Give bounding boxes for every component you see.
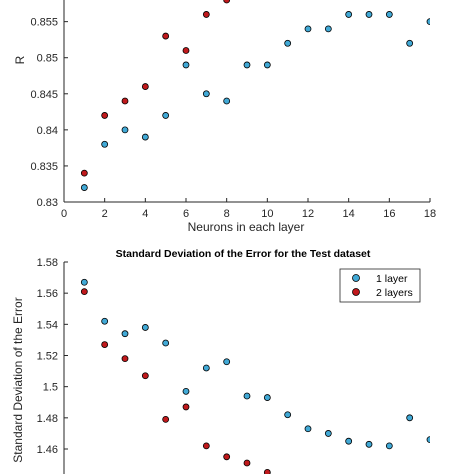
x-ticks: 0 2 4 6 8 10 12 14 16 18: [61, 198, 436, 220]
point-1-layer: [80, 184, 88, 191]
y-tick-label: 1.52: [37, 351, 58, 363]
point-1-layer: [162, 112, 170, 119]
y-tick-label: 0.83: [37, 197, 58, 209]
point-1-layer: [365, 440, 373, 448]
x-tick-label: 16: [383, 208, 395, 220]
point-2-layers: [223, 0, 231, 4]
point-2-layers: [263, 468, 271, 474]
point-1-layer: [426, 436, 430, 444]
x-tick-label: 12: [302, 208, 314, 220]
point-1-layer: [406, 39, 414, 47]
point-2-layers: [141, 372, 149, 380]
point-2-layers: [182, 403, 190, 411]
point-2-layers: [141, 83, 149, 90]
point-1-layer: [284, 39, 292, 47]
y-tick-label: 0.84: [37, 125, 58, 137]
point-2-layers: [202, 442, 210, 450]
legend-marker-2-layers: [352, 288, 360, 296]
point-1-layer: [141, 133, 149, 141]
point-2-layers: [182, 47, 190, 54]
point-1-layer: [324, 430, 332, 437]
point-1-layer: [243, 392, 251, 400]
y-tick-label: 1.56: [37, 288, 58, 300]
point-1-layer: [182, 61, 190, 69]
point-1-layer: [80, 278, 88, 286]
y-axis-label: R: [13, 55, 27, 64]
chart-title: Standard Deviation of the Error for the …: [116, 248, 371, 260]
point-1-layer: [304, 25, 312, 33]
x-tick-label: 4: [142, 208, 148, 220]
y-tick-label: 1.5: [43, 382, 58, 394]
point-1-layer: [243, 61, 251, 69]
point-1-layer: [223, 97, 231, 105]
point-2-layers: [80, 288, 88, 296]
point-1-layer: [121, 330, 129, 338]
y-tick-label: 0.845: [30, 89, 58, 101]
x-axis-label: Neurons in each layer: [188, 220, 305, 234]
point-2-layers: [121, 97, 129, 105]
x-tick-label: 2: [102, 208, 108, 220]
point-1-layer: [101, 317, 109, 325]
y-tick-label: 1.46: [37, 444, 58, 456]
point-1-layer: [426, 18, 430, 26]
x-tick-label: 8: [224, 208, 230, 220]
y-tick-label: 0.855: [30, 17, 58, 29]
point-1-layer: [202, 90, 210, 98]
legend: 1 layer 2 layers: [339, 268, 421, 303]
point-1-layer: [365, 11, 373, 18]
legend-label-1-layer: 1 layer: [376, 273, 408, 285]
point-1-layer: [385, 11, 393, 18]
point-1-layer: [345, 11, 353, 18]
point-1-layer: [223, 358, 231, 366]
point-2-layers: [162, 415, 170, 423]
point-1-layer: [101, 140, 109, 148]
point-2-layers: [101, 341, 109, 348]
point-1-layer: [324, 25, 332, 33]
point-1-layer: [345, 437, 353, 445]
point-2-layers: [162, 32, 170, 40]
legend-marker-1-layer: [352, 274, 360, 282]
point-2-layers: [243, 459, 251, 467]
point-1-layer: [263, 61, 271, 69]
x-tick-label: 18: [424, 208, 436, 220]
x-tick-label: 6: [183, 208, 189, 220]
point-2-layers: [80, 169, 88, 177]
point-2-layers: [202, 11, 210, 18]
point-1-layer: [182, 387, 190, 395]
point-2-layers: [223, 453, 231, 461]
point-1-layer: [162, 339, 170, 347]
y-ticks: 0.83 0.835 0.84 0.845 0.85 0.855: [30, 17, 68, 209]
point-2-layers: [121, 355, 129, 363]
point-1-layer: [202, 364, 210, 372]
y-tick-label: 1.48: [37, 413, 58, 425]
y-tick-label: 0.85: [37, 53, 58, 65]
point-2-layers: [101, 112, 109, 119]
x-tick-label: 10: [261, 208, 273, 220]
point-1-layer: [141, 324, 149, 331]
data-points: [80, 278, 430, 474]
point-1-layer: [304, 425, 312, 433]
point-1-layer: [121, 126, 129, 134]
y-tick-label: 1.58: [37, 257, 58, 269]
std-error-scatter-panel: Standard Deviation of the Error for the …: [11, 248, 430, 474]
point-1-layer: [284, 411, 292, 419]
point-1-layer: [263, 394, 271, 401]
y-axis-label: Standard Deviation of the Error: [11, 297, 25, 462]
y-tick-label: 0.835: [30, 161, 58, 173]
data-points: [80, 0, 430, 191]
legend-label-2-layers: 2 layers: [376, 287, 413, 299]
legend-box: [339, 268, 421, 303]
point-1-layer: [385, 442, 393, 450]
r-scatter-panel: 0.83 0.835 0.84 0.845 0.85 0.855 0 2 4 6 8 10 12 14 1…: [13, 0, 436, 234]
point-1-layer: [406, 414, 414, 422]
y-ticks: 1.58 1.56 1.54 1.52 1.5 1.48 1.46: [37, 257, 68, 456]
x-tick-label: 0: [61, 208, 67, 220]
y-tick-label: 1.54: [37, 319, 58, 331]
x-tick-label: 14: [343, 208, 355, 220]
